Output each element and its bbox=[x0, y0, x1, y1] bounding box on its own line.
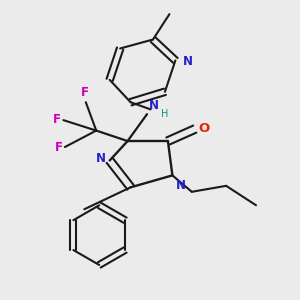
Text: N: N bbox=[96, 152, 106, 165]
Text: N: N bbox=[148, 99, 158, 112]
Text: N: N bbox=[176, 179, 186, 192]
Text: N: N bbox=[183, 56, 193, 68]
Text: H: H bbox=[161, 109, 169, 118]
Text: F: F bbox=[55, 141, 62, 154]
Text: F: F bbox=[81, 86, 89, 99]
Text: F: F bbox=[53, 113, 61, 126]
Text: O: O bbox=[198, 122, 210, 135]
